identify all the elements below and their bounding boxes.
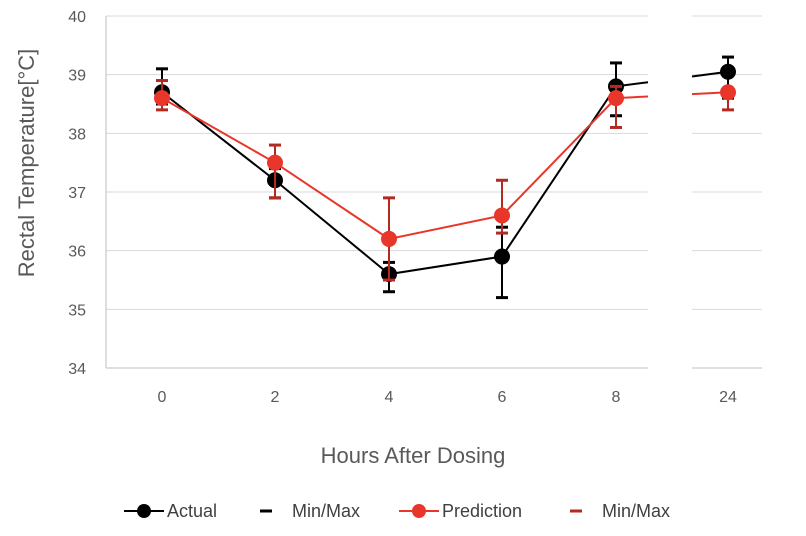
x-tick-label: 2	[271, 389, 280, 406]
y-tick-label: 38	[68, 126, 86, 143]
gridlines	[106, 15, 762, 310]
x-tick-label: 0	[158, 389, 167, 406]
y-tick-label: 37	[68, 185, 86, 202]
legend-label: Actual	[167, 501, 217, 521]
legend-label: Min/Max	[292, 501, 360, 521]
series-actual	[154, 55, 736, 300]
legend-item: Min/Max	[570, 501, 670, 521]
x-axis-ticks: 0 2 4 6 8 24	[158, 389, 737, 406]
series-layer	[154, 55, 736, 300]
x-tick-label: 6	[498, 389, 507, 406]
y-tick-label: 39	[68, 68, 86, 85]
legend-item: Min/Max	[260, 501, 360, 521]
x-tick-label: 24	[719, 389, 737, 406]
legend-item: Actual	[124, 501, 217, 521]
data-point	[381, 230, 397, 247]
y-tick-label: 35	[68, 302, 86, 319]
legend-marker-swatch	[412, 504, 426, 518]
data-point	[267, 154, 283, 171]
y-axis-ticks: 34 35 36 37 38 39 40	[68, 9, 86, 378]
x-tick-label: 8	[612, 389, 621, 406]
data-point	[720, 63, 736, 80]
axes	[105, 16, 762, 369]
series-prediction	[154, 79, 736, 282]
y-tick-label: 34	[68, 361, 86, 378]
data-point	[608, 90, 624, 107]
legend: Actual Min/Max Prediction Min/Max	[124, 501, 670, 521]
legend-label: Prediction	[442, 501, 522, 521]
x-axis-title: Hours After Dosing	[321, 443, 506, 468]
legend-label: Min/Max	[602, 501, 670, 521]
x-tick-label: 4	[385, 389, 394, 406]
y-tick-label: 36	[68, 244, 86, 261]
data-point	[494, 248, 510, 265]
y-axis-title: Rectal Temperature[°C]	[14, 49, 39, 278]
y-tick-label: 40	[68, 9, 86, 26]
data-point	[720, 84, 736, 101]
legend-item: Prediction	[399, 501, 522, 521]
data-point	[154, 90, 170, 107]
legend-marker-swatch	[137, 504, 151, 518]
data-point	[494, 207, 510, 224]
